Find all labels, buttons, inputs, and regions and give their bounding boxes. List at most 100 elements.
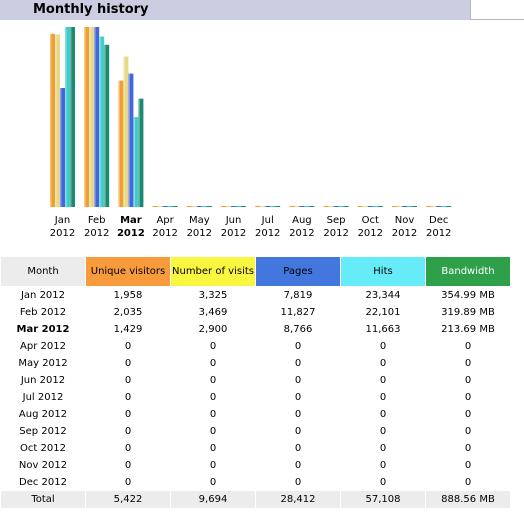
x-tick-month-may: May <box>189 215 210 226</box>
column-header-unique-visitors: Unique visitors <box>85 256 171 287</box>
bar-highlight <box>128 73 130 207</box>
bar-bandwidth-oct <box>377 206 383 207</box>
row-value-cell: 0 <box>255 406 341 423</box>
bar-bandwidth-apr <box>172 206 178 207</box>
bar-unique-visitors-mar <box>118 80 124 207</box>
bar-pages-oct <box>367 206 373 207</box>
bar-bandwidth-nov <box>412 206 417 207</box>
x-tick-year: 2012 <box>187 228 212 239</box>
total-value-cell: 888.56 MB <box>425 491 511 508</box>
row-value-cell: 354.99 MB <box>425 286 511 304</box>
table-row: Jan 2012 1,958 3,325 7,819 23,344 354.99 MB <box>0 286 511 304</box>
row-month-cell: Sep 2012 <box>0 423 86 440</box>
bar-hits-oct <box>372 206 378 207</box>
row-value-cell: 0 <box>170 372 256 389</box>
bar-number-of-visits-jan <box>55 34 60 207</box>
bar-highlight <box>65 27 67 207</box>
bar-number-of-visits-nov <box>397 206 402 207</box>
table-row: Jul 2012 0 0 0 0 0 <box>0 389 511 406</box>
row-value-cell: 0 <box>170 457 256 474</box>
row-value-cell: 1,429 <box>85 321 171 338</box>
bar-pages-jul <box>265 206 271 207</box>
row-value-cell: 0 <box>170 474 256 491</box>
title-bar-end <box>470 0 524 20</box>
x-tick-month-sep: Sep <box>327 215 346 226</box>
x-tick-month-mar: Mar <box>120 215 142 226</box>
x-tick-year: 2012 <box>117 228 145 239</box>
table-total-row: Total 5,422 9,694 28,412 57,108 888.56 MB <box>0 491 511 508</box>
row-value-cell: 0 <box>85 355 171 372</box>
row-month-cell: May 2012 <box>0 355 86 372</box>
bar-number-of-visits-feb <box>89 27 95 207</box>
row-value-cell: 0 <box>425 372 511 389</box>
bar-bandwidth-feb <box>104 44 110 207</box>
row-value-cell: 0 <box>170 355 256 372</box>
row-value-cell: 22,101 <box>340 304 426 321</box>
row-value-cell: 3,325 <box>170 286 256 304</box>
table-row: Sep 2012 0 0 0 0 0 <box>0 423 511 440</box>
row-month-cell: Oct 2012 <box>0 440 86 457</box>
total-value-cell: 9,694 <box>170 491 256 508</box>
x-tick-year: 2012 <box>84 228 109 239</box>
table-body: Jan 2012 1,958 3,325 7,819 23,344 354.99 MB Fe… <box>0 286 511 508</box>
section-title: Monthly history <box>33 2 149 17</box>
bar-bandwidth-sep <box>343 206 349 207</box>
row-value-cell: 0 <box>425 389 511 406</box>
x-tick-year: 2012 <box>50 228 75 239</box>
bar-highlight <box>123 56 125 208</box>
bar-highlight <box>89 27 91 207</box>
bar-number-of-visits-dec <box>431 206 437 207</box>
row-value-cell: 0 <box>255 423 341 440</box>
table-row: Mar 2012 1,429 2,900 8,766 11,663 213.69 MB <box>0 321 511 338</box>
row-value-cell: 0 <box>255 372 341 389</box>
x-tick-year: 2012 <box>392 228 417 239</box>
table-row: Nov 2012 0 0 0 0 0 <box>0 457 511 474</box>
row-value-cell: 0 <box>340 338 426 355</box>
bar-unique-visitors-dec <box>426 206 432 207</box>
row-value-cell: 0 <box>85 406 171 423</box>
row-value-cell: 0 <box>85 457 171 474</box>
bar-bandwidth-aug <box>309 206 315 207</box>
bar-hits-dec <box>441 206 447 207</box>
x-tick-month-oct: Oct <box>362 215 379 226</box>
bar-highlight <box>133 117 135 207</box>
bar-number-of-visits-may <box>191 206 197 207</box>
bar-highlight <box>70 27 72 207</box>
x-tick-year: 2012 <box>323 228 348 239</box>
bar-hits-nov <box>407 206 412 207</box>
column-header-pages: Pages <box>255 256 341 287</box>
row-value-cell: 0 <box>85 389 171 406</box>
row-month-cell: Aug 2012 <box>0 406 86 423</box>
bar-unique-visitors-feb <box>84 27 90 207</box>
total-value-cell: 28,412 <box>255 491 341 508</box>
row-value-cell: 0 <box>170 389 256 406</box>
row-value-cell: 0 <box>170 406 256 423</box>
bar-highlight <box>84 27 86 207</box>
bar-unique-visitors-oct <box>357 206 363 207</box>
table-header-row: Month Unique visitors Number of visits Page… <box>0 256 511 287</box>
bar-number-of-visits-apr <box>157 206 163 207</box>
row-value-cell: 0 <box>340 440 426 457</box>
row-value-cell: 8,766 <box>255 321 341 338</box>
table-row: Jun 2012 0 0 0 0 0 <box>0 372 511 389</box>
row-value-cell: 0 <box>255 457 341 474</box>
row-value-cell: 0 <box>340 389 426 406</box>
bar-highlight <box>55 34 57 207</box>
row-value-cell: 0 <box>425 474 511 491</box>
row-value-cell: 1,958 <box>85 286 171 304</box>
bar-bandwidth-jul <box>275 206 281 207</box>
section-title-bar: Monthly history <box>0 0 470 20</box>
row-value-cell: 0 <box>340 457 426 474</box>
table-row: Feb 2012 2,035 3,469 11,827 22,101 319.89 MB <box>0 304 511 321</box>
row-value-cell: 0 <box>255 355 341 372</box>
monthly-history-chart: Jan 2012 Feb 2012 Mar 2012 Apr 2012 May 2012 Jun 20… <box>50 27 451 239</box>
column-header-hits: Hits <box>340 256 426 287</box>
row-value-cell: 0 <box>85 423 171 440</box>
bar-unique-visitors-may <box>186 206 192 207</box>
row-value-cell: 0 <box>425 423 511 440</box>
table-row: Apr 2012 0 0 0 0 0 <box>0 338 511 355</box>
table-row: Oct 2012 0 0 0 0 0 <box>0 440 511 457</box>
bar-bandwidth-jan <box>70 27 75 207</box>
x-tick-year: 2012 <box>255 228 280 239</box>
bar-pages-nov <box>402 206 407 207</box>
